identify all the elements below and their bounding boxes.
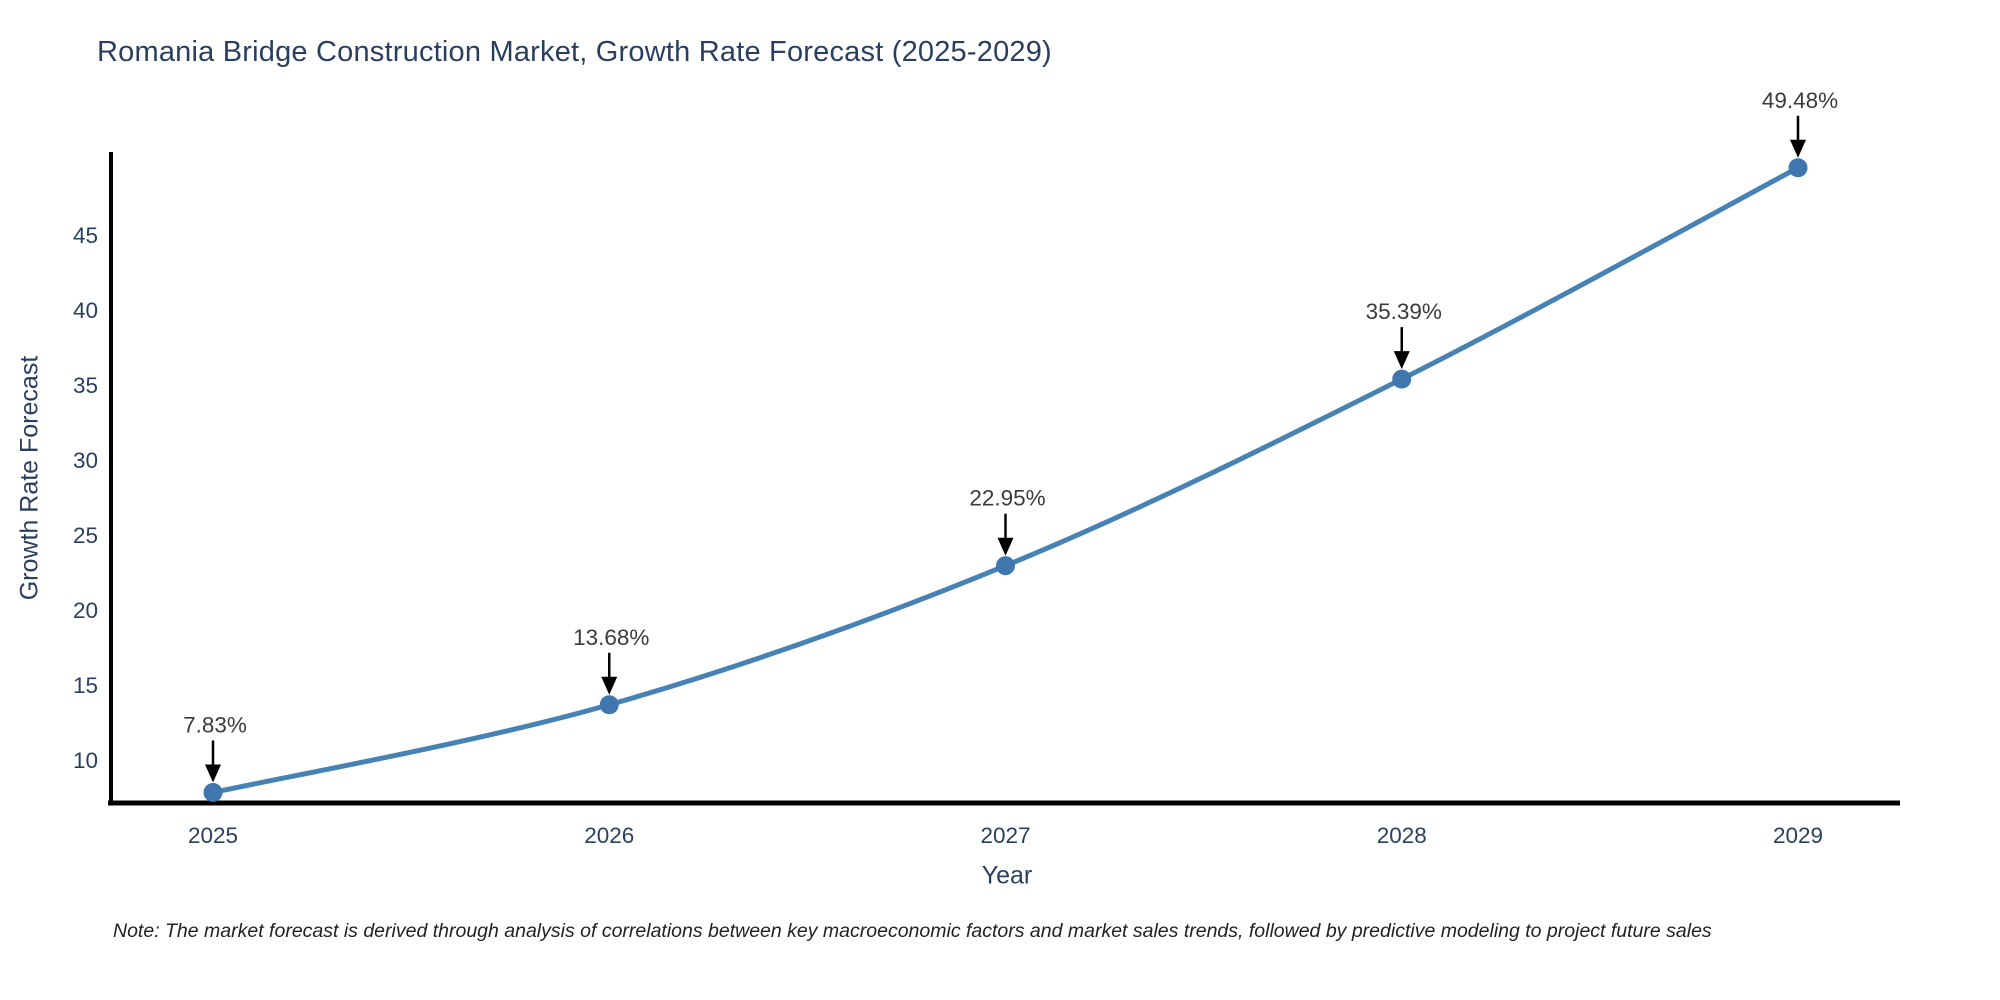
x-tick-label: 2027 (980, 823, 1030, 848)
annotation-arrowhead (997, 537, 1014, 556)
data-point-marker (1392, 369, 1412, 389)
y-tick-label: 25 (73, 523, 98, 548)
x-axis-title: Year (981, 861, 1033, 890)
point-annotation: 35.39% (1366, 299, 1442, 370)
y-tick-label: 20 (73, 598, 98, 623)
x-tick-label: 2026 (584, 823, 634, 848)
point-annotation: 7.83% (183, 713, 247, 783)
y-tick-label: 15 (73, 673, 98, 698)
footnote: Note: The market forecast is derived thr… (113, 920, 1712, 942)
x-tick-label: 2025 (188, 823, 238, 848)
x-tick-label: 2029 (1773, 823, 1823, 848)
chart-title: Romania Bridge Construction Market, Grow… (97, 36, 1052, 68)
annotation-arrowhead (205, 764, 221, 783)
annotation-arrowhead (601, 676, 618, 695)
data-point-marker (599, 695, 619, 715)
annotation-label: 35.39% (1366, 299, 1442, 324)
y-tick-label: 10 (73, 748, 98, 773)
y-tick-label: 40 (73, 298, 98, 323)
point-annotation: 13.68% (573, 625, 649, 695)
annotation-label: 7.83% (183, 713, 247, 738)
point-annotation: 49.48% (1762, 88, 1838, 158)
data-point-marker (1788, 158, 1808, 178)
annotation-label: 13.68% (573, 625, 649, 650)
y-axis-title: Growth Rate Forecast (15, 355, 44, 601)
annotation-arrowhead (1790, 139, 1806, 158)
data-point-marker (203, 783, 223, 802)
trend-line (210, 165, 1801, 795)
annotation-label: 49.48% (1762, 88, 1838, 113)
annotation-arrowhead (1393, 351, 1410, 370)
y-tick-label: 45 (73, 223, 98, 248)
data-point-marker (996, 556, 1015, 576)
y-tick-label: 35 (73, 373, 98, 398)
y-tick-label: 30 (73, 448, 98, 473)
x-tick-label: 2028 (1377, 823, 1427, 848)
annotation-label: 22.95% (969, 486, 1045, 511)
point-annotation: 22.95% (969, 486, 1046, 556)
